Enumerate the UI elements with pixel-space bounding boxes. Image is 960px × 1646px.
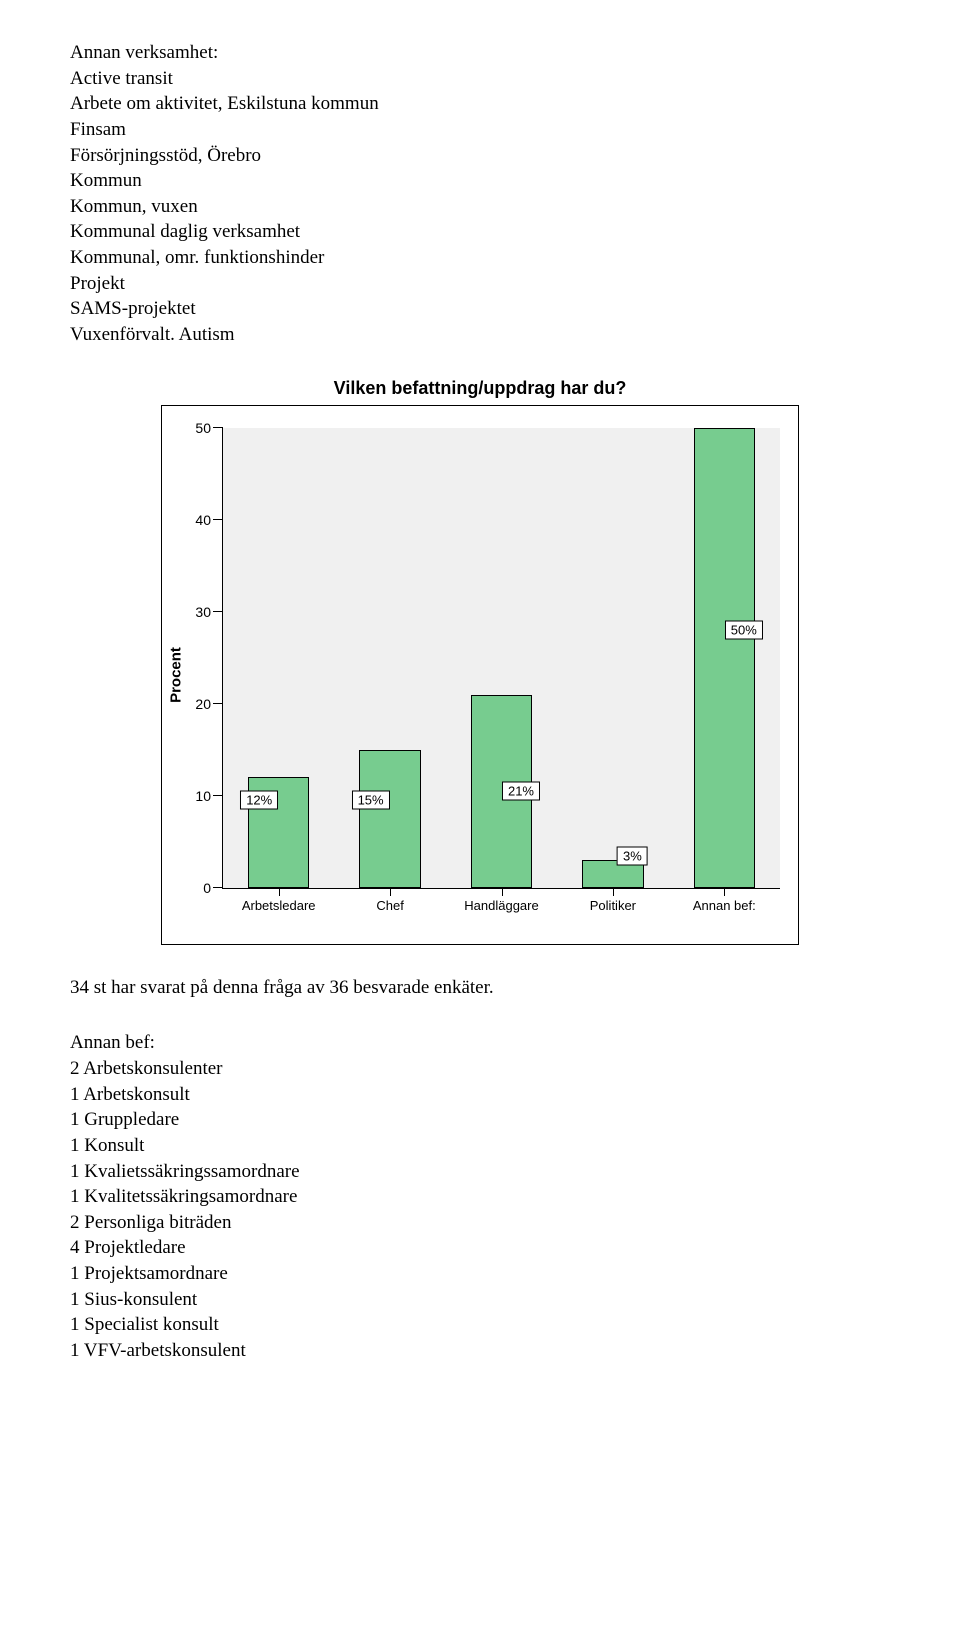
- chart-value-label: 12%: [240, 791, 278, 810]
- chart-frame: Procent 01020304050Arbetsledare12%Chef15…: [161, 405, 799, 945]
- outro-lines: 2 Arbetskonsulenter 1 Arbetskonsult 1 Grup…: [70, 1058, 300, 1361]
- chart-value-label: 21%: [502, 782, 540, 801]
- chart-ytick: [213, 427, 223, 428]
- text-line: Vuxenförvalt. Autism: [70, 324, 235, 345]
- chart-ytick-label: 30: [195, 604, 211, 620]
- chart-ytick: [213, 519, 223, 520]
- chart-ytick: [213, 703, 223, 704]
- chart-value-label: 3%: [617, 846, 648, 865]
- chart-ytick: [213, 887, 223, 888]
- text-line: Kommun, vuxen: [70, 196, 198, 217]
- outro-heading: Annan bef:: [70, 1032, 155, 1053]
- chart-xtick: [724, 888, 725, 896]
- text-line: 1 Specialist konsult: [70, 1314, 219, 1335]
- text-line: Finsam: [70, 119, 126, 140]
- chart-bar: [694, 428, 755, 888]
- text-line: 1 VFV-arbetskonsulent: [70, 1340, 246, 1361]
- chart-ytick-label: 50: [195, 420, 211, 436]
- text-line: Projekt: [70, 273, 125, 294]
- text-line: 1 Gruppledare: [70, 1109, 179, 1130]
- chart-ytick: [213, 611, 223, 612]
- chart-xtick-label: Chef: [376, 898, 403, 913]
- text-line: 2 Personliga biträden: [70, 1212, 231, 1233]
- chart-ylabel: Procent: [168, 647, 185, 703]
- text-line: 1 Arbetskonsult: [70, 1084, 190, 1105]
- chart-bar: [359, 750, 420, 888]
- text-line: Kommunal, omr. funktionshinder: [70, 247, 324, 268]
- intro-lines: Active transit Arbete om aktivitet, Eskil…: [70, 68, 379, 345]
- text-line: Arbete om aktivitet, Eskilstuna kommun: [70, 93, 379, 114]
- text-line: 4 Projektledare: [70, 1237, 186, 1258]
- chart-ytick-label: 20: [195, 696, 211, 712]
- chart-xtick-label: Annan bef:: [693, 898, 756, 913]
- chart-ytick: [213, 795, 223, 796]
- chart-xtick: [390, 888, 391, 896]
- text-line: Försörjningsstöd, Örebro: [70, 145, 261, 166]
- text-line: Kommun: [70, 170, 142, 191]
- text-line: 1 Kvalietssäkringssamordnare: [70, 1161, 300, 1182]
- chart-plot-area: 01020304050Arbetsledare12%Chef15%Handläg…: [222, 428, 780, 889]
- text-line: Active transit: [70, 68, 173, 89]
- chart-xtick-label: Arbetsledare: [242, 898, 316, 913]
- text-line: 1 Kvalitetssäkringsamordnare: [70, 1186, 297, 1207]
- intro-block: Annan verksamhet: Active transit Arbete o…: [70, 40, 890, 348]
- chart-ytick-label: 40: [195, 512, 211, 528]
- text-line: 2 Arbetskonsulenter: [70, 1058, 223, 1079]
- text-line: 1 Konsult: [70, 1135, 144, 1156]
- text-line: Kommunal daglig verksamhet: [70, 221, 300, 242]
- chart-xtick-label: Politiker: [590, 898, 636, 913]
- chart-value-label: 50%: [725, 621, 763, 640]
- text-line: SAMS-projektet: [70, 298, 196, 319]
- chart: Vilken befattning/uppdrag har du? Procen…: [161, 378, 799, 945]
- chart-title: Vilken befattning/uppdrag har du?: [161, 378, 799, 399]
- chart-xtick: [502, 888, 503, 896]
- chart-ytick-label: 10: [195, 788, 211, 804]
- chart-xtick: [279, 888, 280, 896]
- text-line: 1 Projektsamordnare: [70, 1263, 228, 1284]
- outro-block: Annan bef: 2 Arbetskonsulenter 1 Arbetsko…: [70, 1030, 890, 1363]
- caption: 34 st har svarat på denna fråga av 36 be…: [70, 975, 890, 1001]
- chart-xtick: [613, 888, 614, 896]
- chart-value-label: 15%: [352, 791, 390, 810]
- text-line: 1 Sius-konsulent: [70, 1289, 197, 1310]
- chart-xtick-label: Handläggare: [464, 898, 538, 913]
- chart-ytick-label: 0: [203, 880, 211, 896]
- intro-heading: Annan verksamhet:: [70, 42, 218, 63]
